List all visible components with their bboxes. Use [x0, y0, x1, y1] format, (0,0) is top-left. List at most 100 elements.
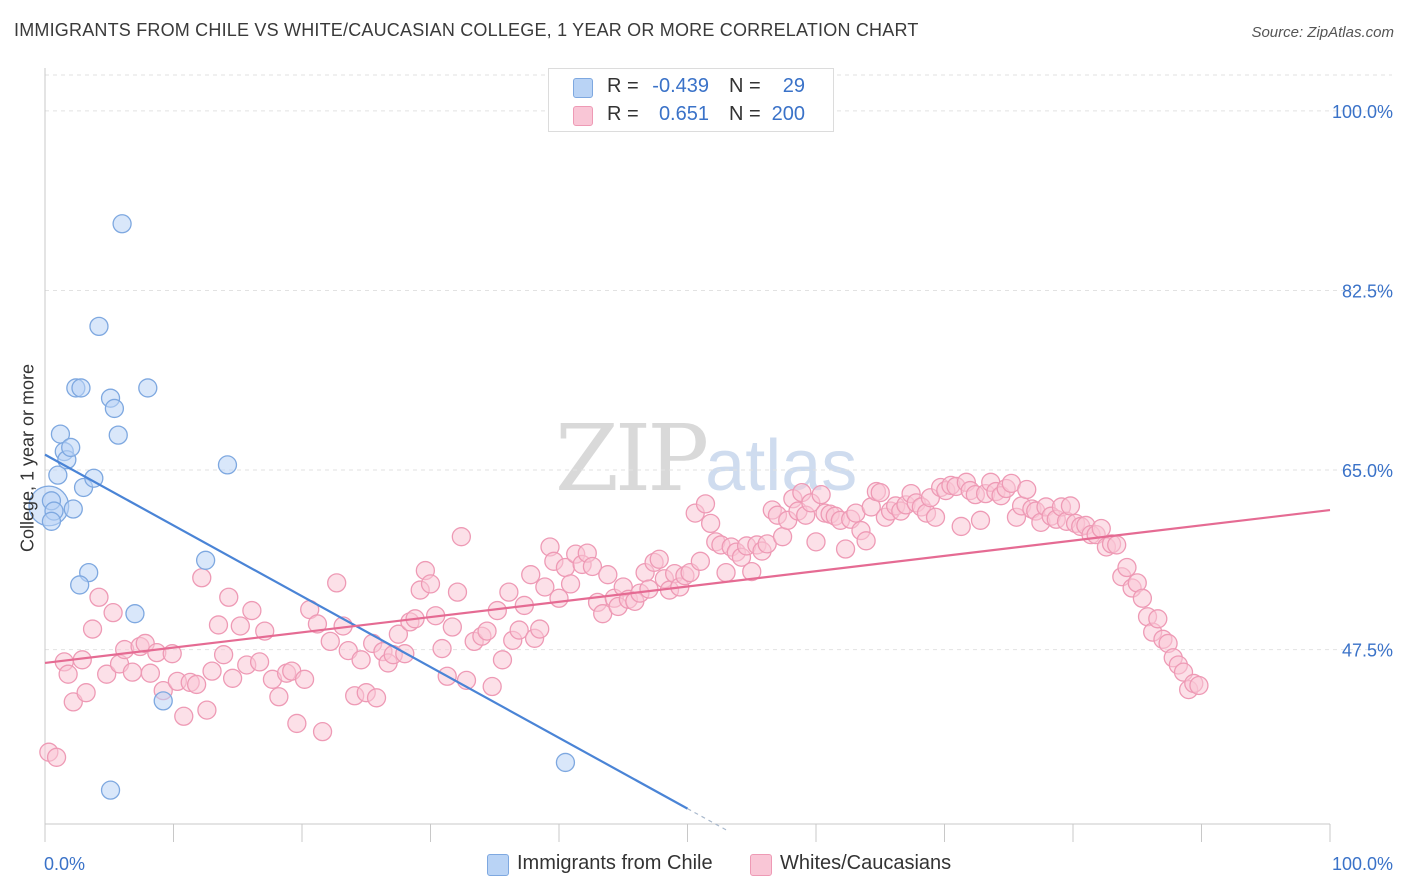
white-point[interactable] [649, 549, 669, 569]
chile-point[interactable] [138, 378, 158, 398]
white-point[interactable] [76, 683, 96, 703]
white-point[interactable] [951, 516, 971, 537]
white-point[interactable] [213, 645, 234, 665]
white-point[interactable] [639, 579, 659, 599]
watermark-atlas: atlas [705, 426, 858, 506]
chile-point[interactable] [84, 468, 104, 488]
chile-point[interactable] [104, 398, 125, 419]
white-point[interactable] [598, 565, 618, 585]
white-point[interactable] [197, 700, 217, 720]
white-point[interactable] [327, 573, 347, 593]
white-point[interactable] [451, 527, 471, 547]
chile-point[interactable] [89, 316, 109, 337]
white-point[interactable] [700, 513, 721, 534]
chile-point[interactable] [48, 465, 68, 485]
white-point[interactable] [219, 587, 239, 607]
chile-point[interactable] [100, 780, 121, 800]
white-point[interactable] [269, 687, 289, 707]
white-point[interactable] [103, 602, 123, 623]
white-point[interactable] [46, 747, 67, 767]
chile-point[interactable] [195, 550, 216, 570]
white-point[interactable] [492, 650, 513, 670]
white-point[interactable] [366, 688, 387, 708]
white-point[interactable] [447, 582, 468, 602]
white-point[interactable] [249, 652, 270, 672]
white-point[interactable] [89, 587, 109, 607]
white-point[interactable] [294, 669, 315, 689]
white-point[interactable] [140, 663, 161, 683]
white-point[interactable] [1189, 675, 1209, 696]
white-point[interactable] [716, 562, 736, 583]
chile-point[interactable] [108, 425, 128, 445]
chile-point[interactable] [70, 575, 90, 595]
x-tick-label-min: 0.0% [44, 854, 85, 874]
chile-point[interactable] [61, 437, 81, 458]
white-point[interactable] [192, 568, 212, 588]
chile-point[interactable] [112, 214, 132, 234]
white-point[interactable] [351, 650, 371, 670]
white-point[interactable] [202, 661, 222, 681]
white-point[interactable] [58, 664, 78, 684]
white-point[interactable] [420, 574, 441, 594]
white-point[interactable] [1017, 479, 1037, 500]
white-point[interactable] [97, 664, 117, 684]
white-point[interactable] [482, 676, 502, 697]
white-point[interactable] [230, 616, 250, 636]
white-point[interactable] [870, 482, 890, 503]
chile-point[interactable] [153, 691, 173, 711]
white-point[interactable] [509, 620, 529, 640]
white-point[interactable] [174, 706, 194, 726]
x-tick-label-max: 100.0% [1332, 854, 1393, 874]
white-point[interactable] [442, 617, 462, 637]
legend-label-whites: Whites/Caucasians [780, 852, 952, 874]
white-point[interactable] [388, 624, 409, 644]
white-point[interactable] [222, 668, 243, 688]
white-point[interactable] [560, 574, 581, 594]
white-point[interactable] [208, 615, 229, 635]
legend-row-chile: R = -0.439 N = 29 [549, 72, 833, 100]
white-point[interactable] [925, 507, 946, 527]
white-point[interactable] [1148, 609, 1168, 629]
chile-point[interactable] [125, 604, 145, 624]
chile-point[interactable] [71, 378, 91, 398]
white-point[interactable] [186, 674, 207, 695]
white-point[interactable] [530, 619, 550, 639]
white-point[interactable] [287, 713, 307, 734]
white-point[interactable] [307, 614, 328, 634]
white-point[interactable] [1107, 535, 1127, 555]
white-point[interactable] [742, 561, 762, 582]
chile-point[interactable] [217, 455, 238, 475]
data-points [28, 214, 1209, 800]
white-point[interactable] [582, 556, 603, 577]
white-point[interactable] [1060, 496, 1081, 516]
white-point[interactable] [772, 527, 793, 547]
white-point[interactable] [312, 722, 333, 742]
white-point[interactable] [432, 638, 452, 659]
white-point[interactable] [242, 600, 262, 621]
chile-point[interactable] [63, 499, 83, 519]
white-point[interactable] [477, 621, 497, 641]
chile-point[interactable] [555, 752, 576, 773]
legend-swatch-chile [487, 854, 509, 876]
y-tick-label: 82.5% [1342, 281, 1393, 301]
y-axis-label: College, 1 year or more [17, 363, 38, 553]
white-point[interactable] [82, 619, 103, 639]
white-point[interactable] [690, 551, 710, 571]
white-point[interactable] [535, 577, 555, 597]
white-point[interactable] [320, 631, 340, 652]
white-point[interactable] [499, 582, 519, 602]
white-point[interactable] [811, 484, 831, 505]
white-point[interactable] [695, 494, 716, 514]
white-point[interactable] [122, 662, 143, 682]
white-point[interactable] [806, 532, 826, 552]
white-point[interactable] [1132, 588, 1153, 608]
white-point[interactable] [835, 539, 856, 559]
white-point[interactable] [1091, 518, 1111, 539]
chile-point[interactable] [41, 511, 62, 531]
legend-n-label: N = [729, 75, 761, 97]
white-point[interactable] [1117, 557, 1137, 578]
legend-n-value: 200 [771, 103, 805, 125]
white-point[interactable] [970, 510, 991, 530]
white-point[interactable] [856, 531, 876, 551]
white-point[interactable] [521, 565, 541, 585]
